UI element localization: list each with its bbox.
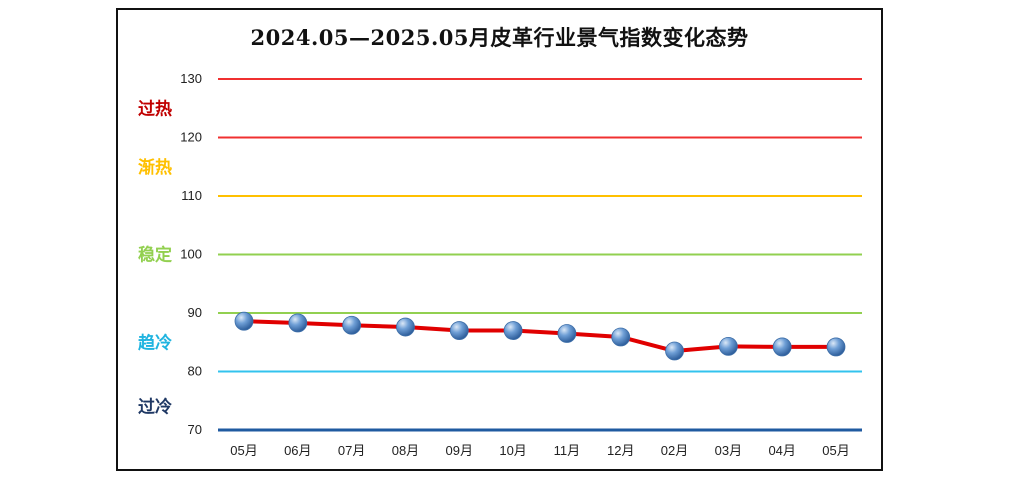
y-tick-label: 90 bbox=[188, 305, 202, 320]
x-tick-label: 10月 bbox=[499, 443, 526, 458]
data-point bbox=[557, 324, 577, 343]
zone-label: 趋冷 bbox=[138, 332, 172, 353]
reference-lines bbox=[218, 78, 862, 432]
data-point bbox=[826, 337, 846, 357]
series-line bbox=[242, 319, 838, 354]
zone-label: 过冷 bbox=[138, 397, 172, 418]
series-points bbox=[234, 311, 846, 361]
data-point bbox=[665, 341, 684, 361]
x-tick-label: 02月 bbox=[661, 443, 688, 458]
chart-title: 2024.05—2025.05月皮革行业景气指数变化态势 bbox=[250, 25, 749, 50]
x-tick-label: 04月 bbox=[768, 443, 795, 458]
y-tick-label: 110 bbox=[181, 188, 202, 203]
data-point bbox=[503, 321, 523, 340]
x-tick-label: 05月 bbox=[822, 443, 849, 458]
data-point bbox=[772, 337, 792, 357]
zone-label: 渐热 bbox=[138, 157, 172, 178]
x-tick-label: 06月 bbox=[284, 443, 311, 458]
x-tick-label: 11月 bbox=[554, 443, 581, 458]
y-tick-label: 130 bbox=[180, 71, 202, 86]
y-tick-label: 120 bbox=[180, 130, 202, 145]
x-tick-label: 09月 bbox=[446, 443, 473, 458]
data-point bbox=[449, 321, 469, 340]
y-tick-label: 80 bbox=[188, 364, 202, 379]
zone-label: 过热 bbox=[138, 98, 172, 119]
data-point bbox=[288, 313, 308, 333]
data-point bbox=[611, 327, 631, 347]
series-line-path bbox=[242, 319, 838, 354]
chart-frame bbox=[116, 8, 883, 471]
y-tick-label: 70 bbox=[188, 422, 202, 437]
x-tick-label: 08月 bbox=[392, 443, 419, 458]
zone-label: 稳定 bbox=[138, 245, 172, 266]
x-axis-ticks: 05月 06月 07月 08月 09月 10月 11月 12月 02月 03月 04月 05月 bbox=[230, 443, 849, 458]
x-tick-label: 03月 bbox=[715, 443, 742, 458]
y-tick-label: 100 bbox=[180, 247, 202, 262]
data-point bbox=[396, 317, 415, 337]
x-tick-label: 07月 bbox=[338, 443, 365, 458]
data-point bbox=[234, 311, 254, 331]
data-point bbox=[718, 336, 738, 356]
x-tick-label: 05月 bbox=[230, 443, 257, 458]
data-point bbox=[342, 315, 362, 335]
x-tick-label: 12月 bbox=[607, 443, 634, 458]
y-axis-ticks: 70 80 90 100 110 120 130 bbox=[180, 71, 202, 437]
